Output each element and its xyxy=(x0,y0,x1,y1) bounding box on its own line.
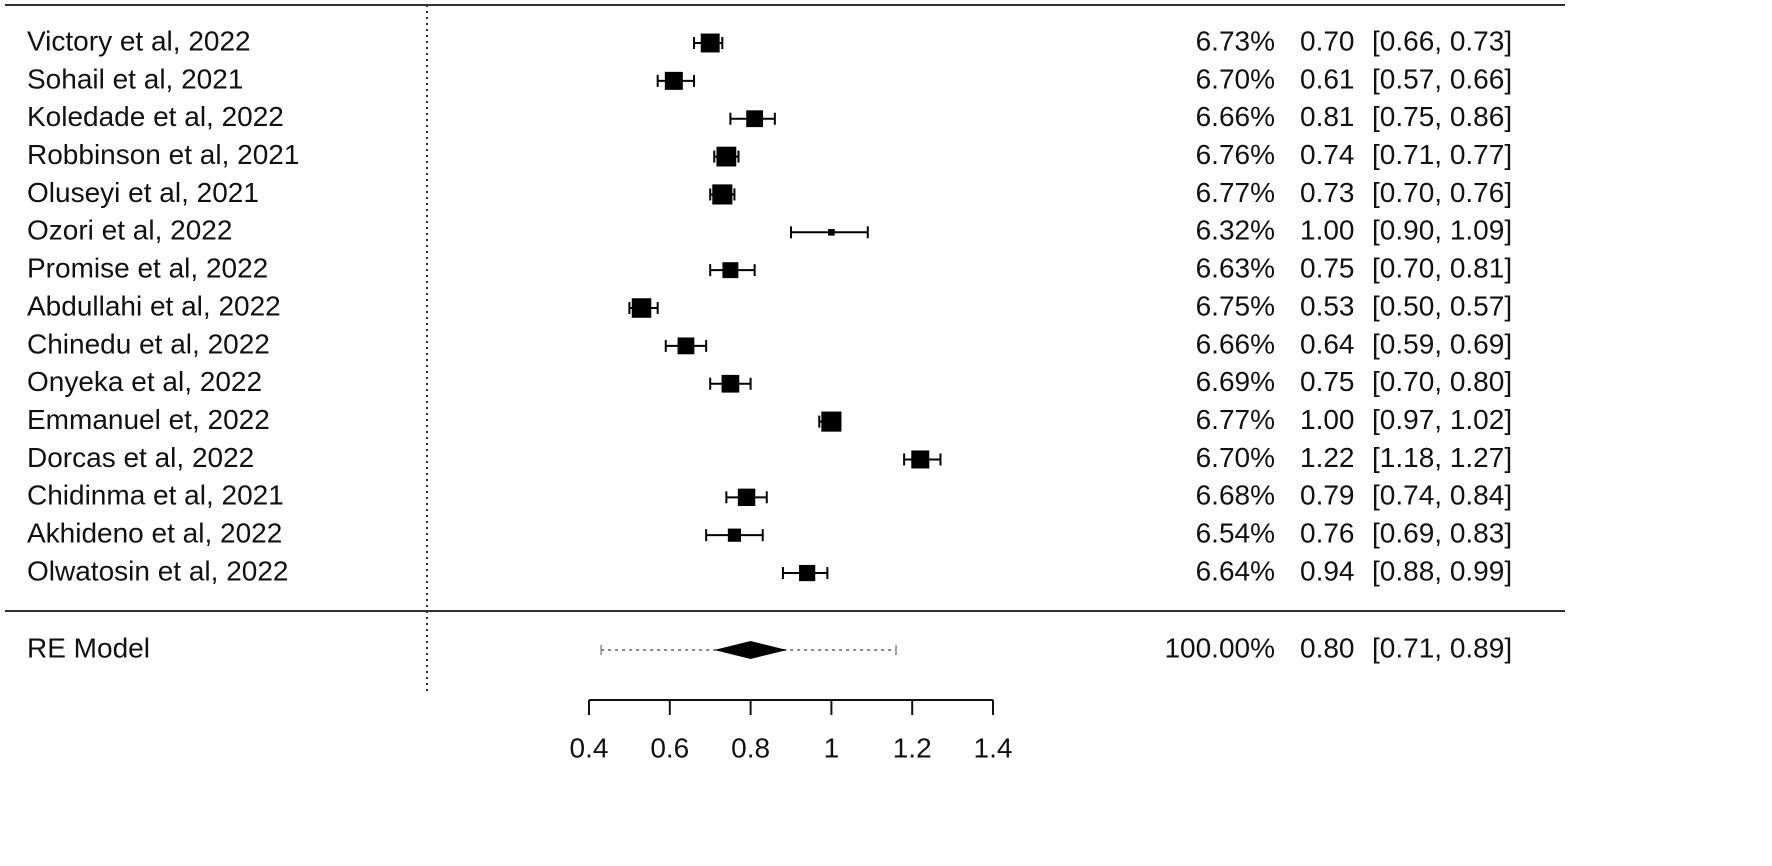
study-estimate xyxy=(722,262,739,279)
ci-label: [0.88, 0.99] xyxy=(1372,555,1512,586)
study-estimate xyxy=(677,337,695,355)
ci-label: [1.18, 1.27] xyxy=(1372,442,1512,473)
study-label: Emmanuel et, 2022 xyxy=(27,404,270,435)
study-label: Koledade et al, 2022 xyxy=(27,101,284,132)
weight-label: 6.63% xyxy=(1196,253,1275,284)
ci-label: [0.70, 0.76] xyxy=(1372,177,1512,208)
estimate-label: 0.70 xyxy=(1300,25,1355,56)
weight-label: 6.54% xyxy=(1196,518,1275,549)
study-label: Abdullahi et al, 2022 xyxy=(27,290,281,321)
study-estimate xyxy=(911,450,930,469)
summary-estimate-label: 0.80 xyxy=(1300,632,1355,663)
study-estimate xyxy=(821,411,842,432)
study-label: Dorcas et al, 2022 xyxy=(27,442,254,473)
study-estimate xyxy=(737,488,756,507)
ci-label: [0.66, 0.73] xyxy=(1372,25,1512,56)
study-label: Oluseyi et al, 2021 xyxy=(27,177,259,208)
study-estimate xyxy=(700,33,720,53)
estimate-label: 0.74 xyxy=(1300,139,1355,170)
summary-ci-label: [0.71, 0.89] xyxy=(1372,632,1512,663)
x-tick-label: 1 xyxy=(824,732,840,763)
x-tick-label: 0.4 xyxy=(570,732,609,763)
estimate-label: 0.53 xyxy=(1300,290,1355,321)
ci-label: [0.71, 0.77] xyxy=(1372,139,1512,170)
study-label: Promise et al, 2022 xyxy=(27,253,268,284)
estimate-label: 0.64 xyxy=(1300,328,1355,359)
estimate-label: 0.75 xyxy=(1300,253,1355,284)
estimate-label: 0.79 xyxy=(1300,480,1355,511)
x-tick-label: 1.4 xyxy=(974,732,1013,763)
study-estimate xyxy=(799,564,816,582)
ci-label: [0.75, 0.86] xyxy=(1372,101,1512,132)
study-label: Akhideno et al, 2022 xyxy=(27,518,282,549)
weight-label: 6.32% xyxy=(1196,215,1275,246)
estimate-label: 0.76 xyxy=(1300,518,1355,549)
x-tick-label: 0.6 xyxy=(650,732,689,763)
ci-label: [0.90, 1.09] xyxy=(1372,215,1512,246)
study-estimate xyxy=(712,184,733,205)
study-estimate xyxy=(828,229,835,236)
ci-label: [0.50, 0.57] xyxy=(1372,290,1512,321)
weight-label: 6.70% xyxy=(1196,442,1275,473)
weight-label: 6.77% xyxy=(1196,177,1275,208)
study-label: Victory et al, 2022 xyxy=(27,25,251,56)
weight-label: 6.70% xyxy=(1196,63,1275,94)
study-label: Sohail et al, 2021 xyxy=(27,63,243,94)
x-tick-label: 0.8 xyxy=(731,732,770,763)
x-tick-label: 1.2 xyxy=(893,732,932,763)
estimate-label: 1.22 xyxy=(1300,442,1355,473)
study-label: Onyeka et al, 2022 xyxy=(27,366,262,397)
ci-label: [0.74, 0.84] xyxy=(1372,480,1512,511)
weight-label: 6.69% xyxy=(1196,366,1275,397)
weight-label: 6.64% xyxy=(1196,555,1275,586)
study-label: Olwatosin et al, 2022 xyxy=(27,555,289,586)
study-estimate xyxy=(631,298,652,318)
study-estimate xyxy=(746,110,764,128)
weight-label: 6.75% xyxy=(1196,290,1275,321)
summary-diamond xyxy=(714,641,787,659)
weight-label: 6.68% xyxy=(1196,480,1275,511)
weight-label: 6.66% xyxy=(1196,101,1275,132)
study-label: Chinedu et al, 2022 xyxy=(27,328,270,359)
weight-label: 6.66% xyxy=(1196,328,1275,359)
ci-label: [0.70, 0.81] xyxy=(1372,253,1512,284)
estimate-label: 0.61 xyxy=(1300,63,1355,94)
ci-label: [0.59, 0.69] xyxy=(1372,328,1512,359)
study-estimate xyxy=(664,71,683,90)
study-label: Robbinson et al, 2021 xyxy=(27,139,299,170)
ci-label: [0.57, 0.66] xyxy=(1372,63,1512,94)
estimate-label: 0.75 xyxy=(1300,366,1355,397)
ci-label: [0.97, 1.02] xyxy=(1372,404,1512,435)
weight-label: 6.76% xyxy=(1196,139,1275,170)
ci-label: [0.70, 0.80] xyxy=(1372,366,1512,397)
estimate-label: 1.00 xyxy=(1300,215,1355,246)
estimate-label: 1.00 xyxy=(1300,404,1355,435)
estimate-label: 0.94 xyxy=(1300,555,1355,586)
estimate-label: 0.73 xyxy=(1300,177,1355,208)
study-estimate xyxy=(716,146,737,167)
summary-weight-label: 100.00% xyxy=(1164,632,1275,663)
weight-label: 6.77% xyxy=(1196,404,1275,435)
study-estimate xyxy=(721,374,740,393)
weight-label: 6.73% xyxy=(1196,25,1275,56)
study-label: Chidinma et al, 2021 xyxy=(27,480,284,511)
estimate-label: 0.81 xyxy=(1300,101,1355,132)
study-label: Ozori et al, 2022 xyxy=(27,215,232,246)
summary-label: RE Model xyxy=(27,632,150,663)
study-estimate xyxy=(727,528,742,542)
ci-label: [0.69, 0.83] xyxy=(1372,518,1512,549)
